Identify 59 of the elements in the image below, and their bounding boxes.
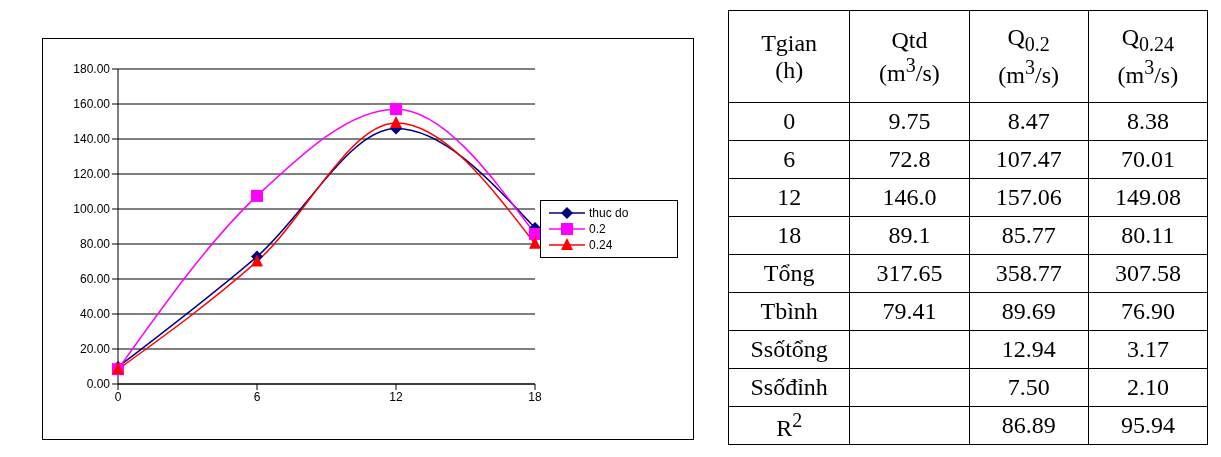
- data-label: 76.90: [1088, 292, 1208, 331]
- y-axis-title: Tgian (h): [761, 29, 818, 83]
- data-label: 317.65: [849, 254, 970, 293]
- point: [390, 116, 402, 129]
- data-label: 79.41: [849, 292, 970, 331]
- data-label: 86.89: [969, 406, 1089, 445]
- data-label: 107.47: [969, 140, 1089, 179]
- legend-label: thuc do: [589, 206, 629, 220]
- y-tick-label: 0.00: [86, 377, 111, 392]
- y-tick-label: 12: [777, 184, 802, 210]
- y-tick-label: Tbình: [760, 298, 818, 324]
- data-label: 157.06: [969, 178, 1089, 217]
- y-tick-label: 40.00: [79, 307, 111, 322]
- y-tick-label: 20.00: [79, 342, 111, 357]
- y-tick-label: 6: [783, 146, 796, 172]
- y-tick-label: 160.00: [73, 97, 111, 112]
- x-tick-label: 0: [114, 389, 122, 404]
- data-label: 89.1: [849, 216, 970, 255]
- y-tick-label: Tổng: [763, 260, 815, 286]
- point: [251, 254, 263, 267]
- data-label: 8.38: [1088, 102, 1208, 141]
- x-tick-label: Qtd (m$^{3}$/s): [879, 26, 940, 86]
- data-label: 80.11: [1088, 216, 1208, 255]
- y-tick-label: 18: [777, 222, 802, 248]
- data-label: 85.77: [969, 216, 1089, 255]
- y-tick-label: Ssốtổng: [750, 336, 828, 362]
- data-label: 9.75: [849, 102, 970, 141]
- data-label: 2.10: [1088, 368, 1208, 407]
- data-label: 12.94: [969, 330, 1089, 369]
- point: [390, 103, 402, 116]
- x-tick-label: 12: [389, 389, 403, 404]
- data-label: 89.69: [969, 292, 1089, 331]
- point: [251, 189, 263, 202]
- y-tick-label: 180.00: [73, 62, 111, 77]
- legend-label: 0.24: [589, 238, 613, 252]
- y-tick-label: 80.00: [79, 237, 111, 252]
- data-label: 146.0: [849, 178, 970, 217]
- data-label: 70.01: [1088, 140, 1208, 179]
- x-tick-label: Q$_{0.2}$ (m$^{3}$/s): [998, 24, 1059, 88]
- data-label: 8.47: [969, 102, 1089, 141]
- legend-label: 0.2: [589, 222, 606, 236]
- y-tick-label: 140.00: [73, 132, 111, 147]
- x-tick-label: 18: [528, 389, 542, 404]
- data-label: 307.58: [1088, 254, 1208, 293]
- y-tick-label: 100.00: [73, 202, 111, 217]
- y-tick-label: 60.00: [79, 272, 111, 287]
- data-label: 7.50: [969, 368, 1089, 407]
- data-label: 149.08: [1088, 178, 1208, 217]
- data-label: 72.8: [849, 140, 970, 179]
- x-tick-label: 6: [253, 389, 261, 404]
- y-tick-label: Ssốđỉnh: [750, 374, 828, 400]
- x-tick-label: Q$_{0.24}$ (m$^{3}$/s): [1117, 24, 1179, 88]
- y-tick-label: R$^{2}$: [776, 409, 803, 441]
- data-label: 3.17: [1088, 330, 1208, 369]
- point: [529, 236, 541, 249]
- data-label: 95.94: [1088, 406, 1208, 445]
- data-label: 358.77: [969, 254, 1089, 293]
- y-tick-label: 120.00: [73, 167, 111, 182]
- y-tick-label: 0: [783, 108, 796, 134]
